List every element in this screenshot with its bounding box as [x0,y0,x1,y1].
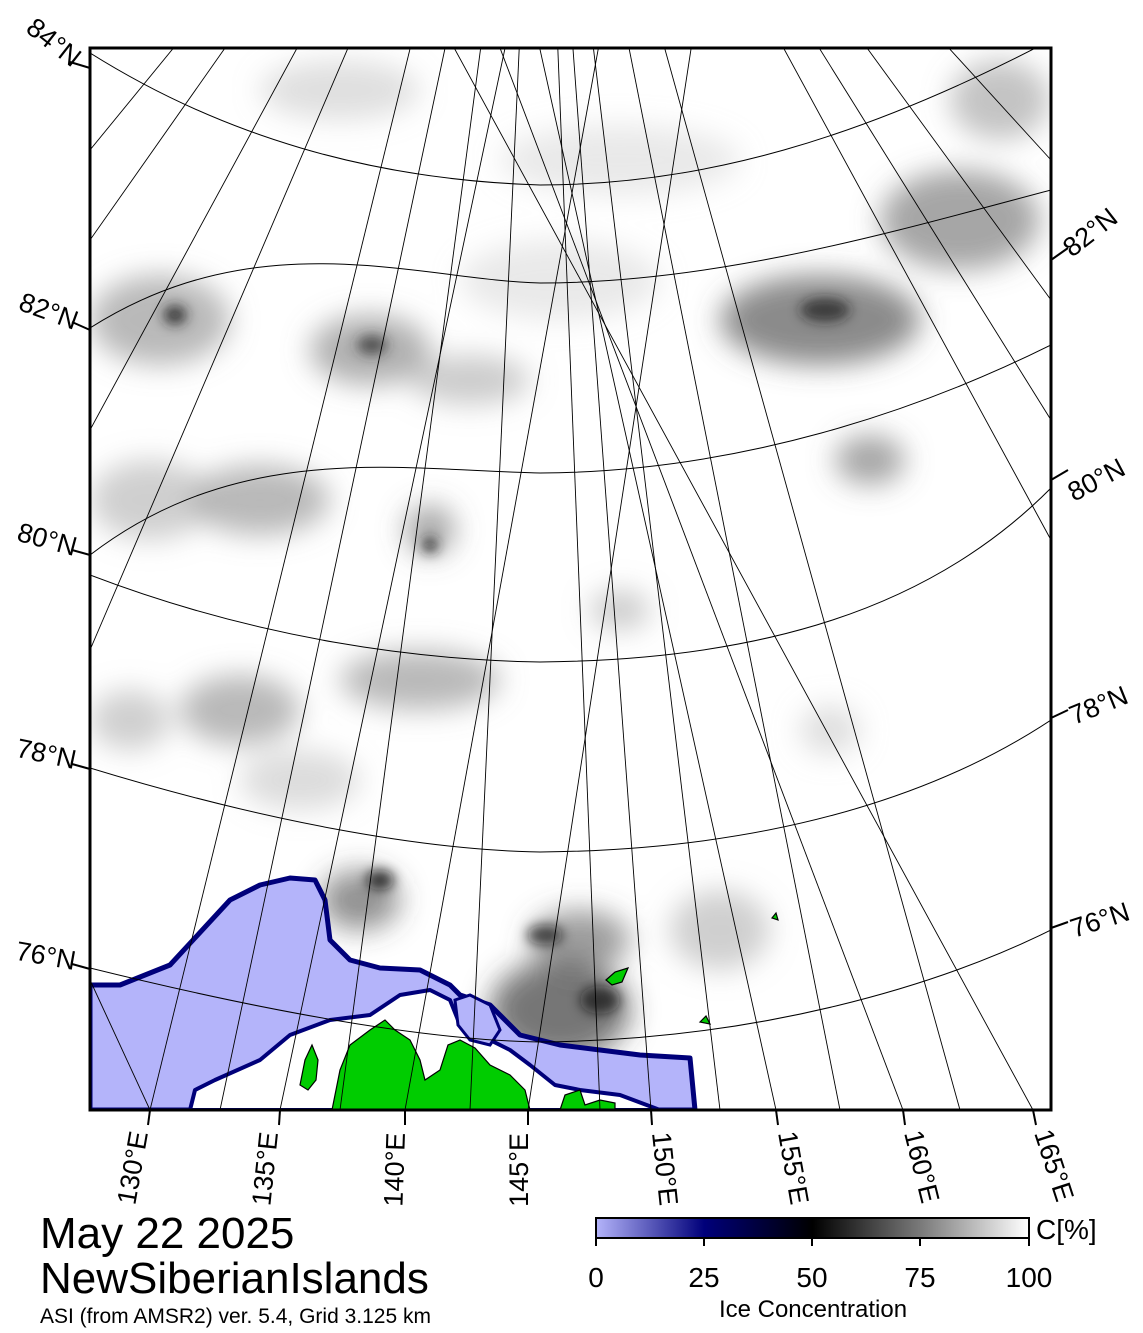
low-concentration-sea [90,875,698,1110]
colorbar-tick-50: 50 [796,1262,828,1293]
lon-label-155e: 155°E [772,1129,814,1207]
lon-label-135e: 135°E [246,1130,284,1207]
lon-label-165e: 165°E [1028,1126,1079,1206]
region-name: NewSiberianIslands [40,1254,429,1303]
lon-label-150e: 150°E [646,1130,684,1207]
lat-label-80n-right: 80°N [1063,452,1130,507]
colorbar-ticks [595,1238,1030,1246]
colorbar-tick-0: 0 [588,1262,604,1293]
colorbar-unit: C[%] [1036,1214,1097,1245]
colorbar-tick-100: 100 [1005,1262,1053,1293]
bay-inlet [453,993,502,1047]
ice-dark-patches [163,298,850,1014]
lat-label-82n-right: 82°N [1057,202,1123,263]
graticule-latitudes [90,48,1051,1043]
lon-label-160e: 160°E [898,1127,945,1206]
graticule-meridians [90,48,1051,1110]
lat-label-82n-left: 82°N [15,287,82,336]
data-source: ASI (from AMSR2) ver. 5.4, Grid 3.125 km [40,1305,431,1328]
lat-label-80n-left: 80°N [14,517,80,562]
map-frame [88,46,1053,1112]
colorbar-tick-25: 25 [688,1262,720,1293]
map-date: May 22 2025 [40,1209,295,1258]
lat-label-76n-left: 76°N [14,936,79,976]
lon-label-130e: 130°E [112,1129,154,1207]
lat-label-78n-left: 78°N [14,733,79,775]
axis-ticks [69,61,1069,1126]
lat-label-76n-right: 76°N [1067,897,1134,944]
lon-label-145e: 145°E [504,1133,534,1207]
colorbar [595,1217,1030,1239]
lat-label-78n-right: 78°N [1065,680,1132,730]
colorbar-tick-75: 75 [904,1262,936,1293]
land-new-siberian-islands [299,911,779,1110]
colorbar-label: Ice Concentration [718,1296,908,1323]
lon-label-140e: 140°E [378,1132,411,1207]
